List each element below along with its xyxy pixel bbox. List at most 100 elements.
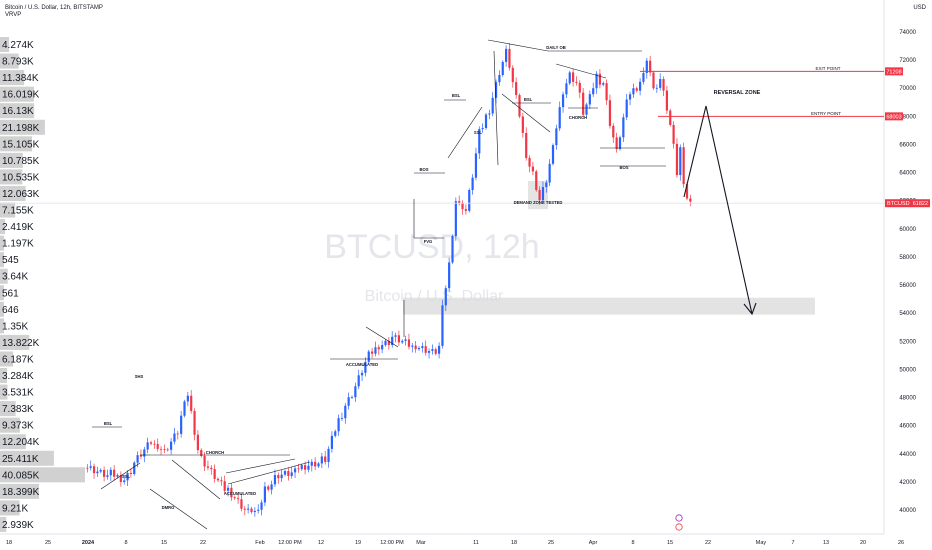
candle-body	[605, 83, 608, 101]
candle-body	[367, 351, 370, 362]
candle-body	[669, 110, 672, 125]
candle-body	[129, 472, 132, 475]
candle-body	[387, 340, 390, 346]
current-price-tag	[885, 199, 930, 208]
annotation-line	[493, 50, 499, 166]
volume-profile-bar	[0, 301, 4, 317]
volume-profile-bar	[0, 136, 33, 152]
annotation-line	[501, 93, 551, 133]
candle-body	[548, 163, 551, 183]
candle-body	[180, 415, 183, 434]
candle-body	[511, 67, 514, 83]
volume-profile-bar	[0, 268, 8, 284]
candle-body	[458, 201, 461, 203]
annotation-label: BSL	[104, 421, 113, 426]
candle-body	[528, 157, 531, 167]
candle-body	[689, 198, 692, 202]
candle-body	[200, 450, 203, 456]
volume-profile-bar	[0, 219, 6, 235]
volume-profile-label: 10.535K	[2, 172, 40, 183]
projection-arrowhead	[743, 302, 757, 316]
candle-body	[116, 475, 119, 477]
candle-body	[143, 449, 146, 457]
currency-label: USD	[913, 5, 926, 11]
annotation-label: DMRG	[162, 505, 175, 510]
candle-body	[501, 61, 504, 76]
candle-body	[371, 351, 374, 354]
volume-profile-bar	[0, 169, 23, 185]
candle-body	[126, 472, 129, 481]
x-tick-label: Feb	[255, 540, 264, 546]
volume-profile-bar	[0, 235, 4, 251]
y-tick-label: 44000	[899, 452, 916, 458]
y-tick-label: 74000	[899, 30, 916, 36]
candle-body	[186, 395, 189, 402]
candle-body	[608, 100, 612, 126]
y-tick-label: 42000	[899, 480, 916, 486]
y-tick-label: 52000	[899, 339, 916, 345]
candle-body	[622, 117, 625, 138]
candle-body	[441, 305, 444, 346]
volume-profile-label: 545	[2, 255, 19, 266]
candle-body	[206, 466, 210, 468]
candle-body	[588, 94, 591, 105]
candle-body	[628, 94, 632, 100]
candle-body	[156, 444, 159, 449]
volume-profile-bar	[0, 368, 7, 384]
candle-body	[595, 73, 598, 89]
volume-profile-label: 646	[2, 305, 19, 316]
annotation-line	[149, 488, 208, 530]
y-tick-label: 46000	[899, 424, 916, 430]
x-tick-label: 19	[355, 540, 361, 546]
candle-body	[384, 340, 387, 346]
candle-body	[233, 497, 236, 499]
candle-body	[404, 339, 407, 341]
candle-body	[427, 350, 431, 353]
candle-body	[96, 471, 99, 474]
volume-profile-label: 13.822K	[2, 338, 40, 349]
x-tick-label: 22	[705, 540, 711, 546]
candle-body	[213, 469, 216, 479]
candle-body	[240, 499, 243, 509]
volume-profile-label: 1.35K	[2, 321, 28, 332]
candle-body	[344, 405, 347, 419]
candle-body	[464, 209, 467, 211]
candle-body	[491, 97, 494, 114]
volume-profile-bar	[0, 252, 4, 268]
candle-body	[461, 202, 464, 210]
annotation-line	[447, 106, 483, 159]
x-tick-label: 18	[6, 540, 12, 546]
candle-body	[324, 456, 327, 462]
annotation-label: SHS	[135, 374, 144, 379]
candle-body	[364, 361, 367, 373]
candle-body	[203, 455, 206, 467]
candle-body	[283, 471, 287, 475]
candle-body	[381, 345, 384, 350]
candle-body	[374, 347, 377, 354]
candle-body	[210, 467, 213, 470]
volume-profile-bar	[0, 334, 30, 350]
candle-body	[320, 456, 323, 464]
candle-body	[216, 478, 220, 481]
annotation-line	[225, 458, 296, 474]
volume-profile-label: 25.411K	[2, 454, 39, 465]
annotation-label: DEMAND ZONE TESTED	[514, 200, 563, 205]
volume-profile-bar	[0, 103, 35, 119]
candle-body	[498, 75, 501, 83]
event-icon	[675, 514, 683, 522]
volume-profile-label: 561	[2, 288, 19, 299]
candle-body	[237, 498, 240, 500]
x-tick-label: 12:00 PM	[380, 540, 404, 546]
candle-body	[166, 449, 169, 451]
candle-body	[679, 147, 682, 176]
volume-profile-bar	[0, 417, 20, 433]
volume-profile-label: 7.155K	[2, 206, 34, 217]
candle-body	[652, 72, 655, 89]
candle-body	[598, 73, 601, 85]
candle-body	[253, 510, 256, 513]
candle-body	[474, 153, 478, 178]
volume-profile-bar	[0, 434, 26, 450]
candle-body	[159, 448, 163, 450]
annotation-label: DAILY OB	[546, 45, 566, 50]
